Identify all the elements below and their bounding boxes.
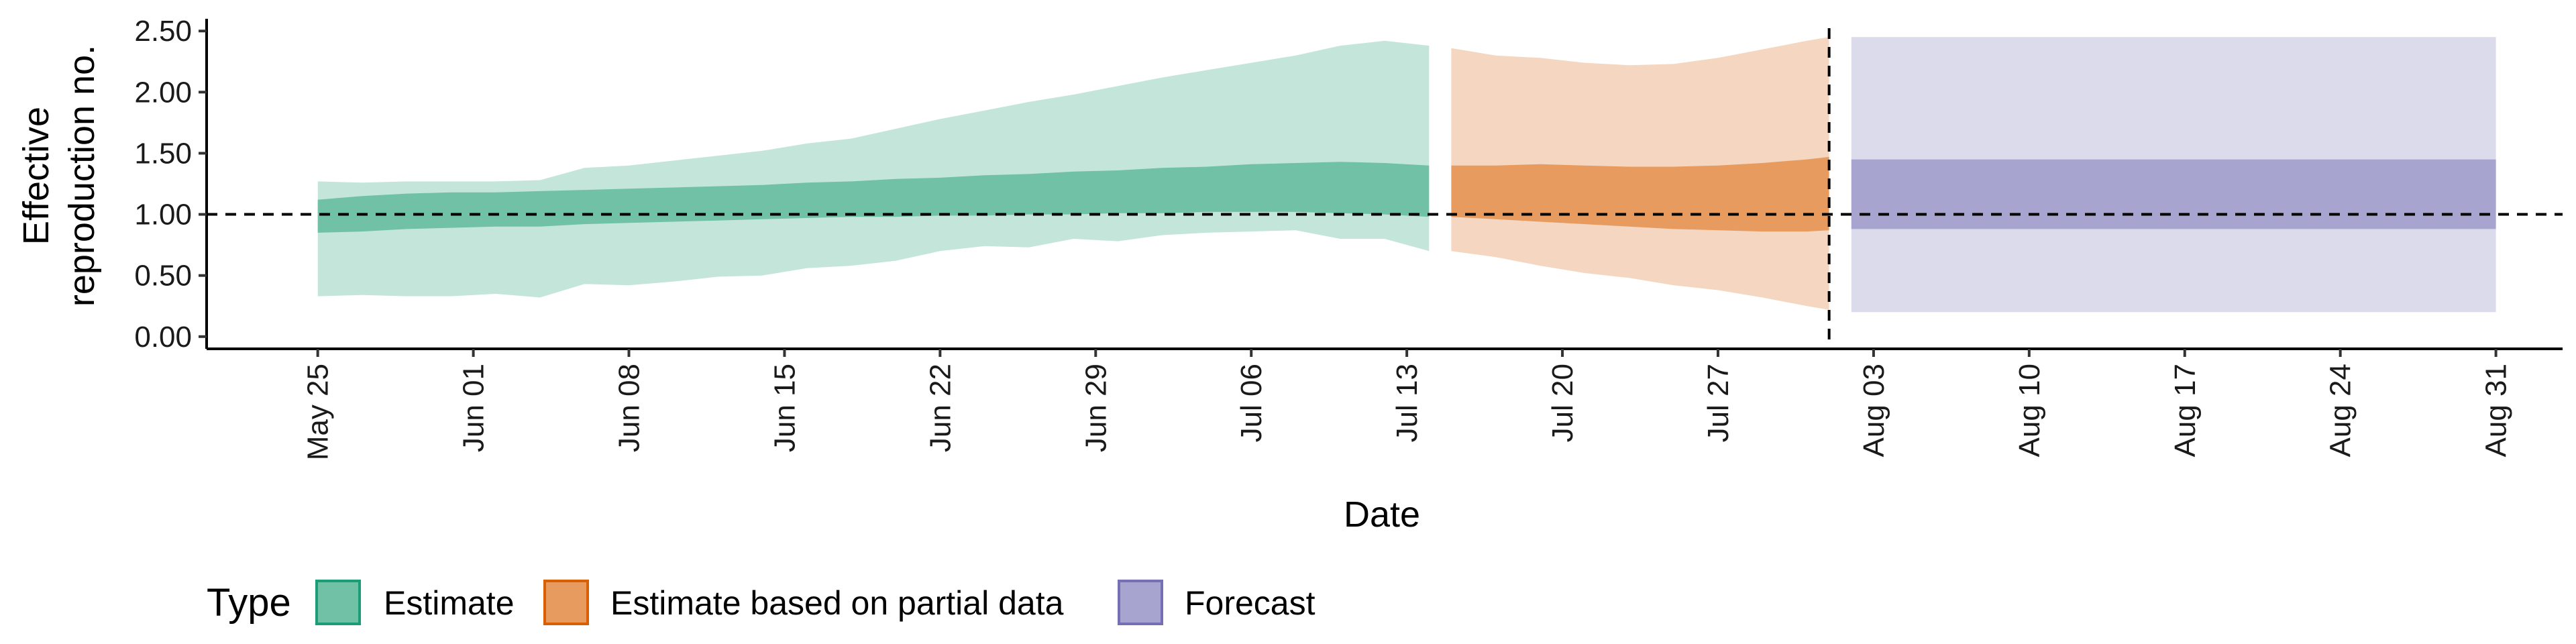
x-tick-label: Aug 03 xyxy=(1858,364,1890,457)
x-axis: May 25 Jun 01 Jun 08 Jun 15 Jun 22 Jun 29 Jul … xyxy=(207,347,2563,460)
legend-key-forecast xyxy=(1118,580,1163,625)
x-tick-label: Jul 20 xyxy=(1546,364,1579,442)
x-tick-label: Jun 01 xyxy=(458,364,490,452)
y-tick-label: 1.00 xyxy=(134,199,192,231)
x-tick-label: Aug 24 xyxy=(2324,364,2357,457)
y-tick-label: 2.00 xyxy=(134,76,192,109)
ribbon-bands xyxy=(317,37,2496,313)
plot-area xyxy=(207,28,2563,349)
x-tick-label: Jul 27 xyxy=(1702,364,1735,442)
band-inner-forecast xyxy=(1851,159,2496,229)
x-tick-label: Jun 15 xyxy=(768,364,801,452)
y-tick-label: 1.50 xyxy=(134,137,192,170)
x-tick-label: Jul 06 xyxy=(1235,364,1268,442)
legend-label-estimate: Estimate xyxy=(384,584,515,622)
x-ticks: May 25 Jun 01 Jun 08 Jun 15 Jun 22 Jun 29 Jul … xyxy=(302,349,2513,460)
y-axis-title-line-1: Effective xyxy=(16,107,56,245)
y-axis: 0.00 0.50 1.00 1.50 2.00 2.50 xyxy=(134,15,208,354)
legend-label-forecast: Forecast xyxy=(1185,584,1316,622)
legend-key-partial xyxy=(543,580,589,625)
x-tick-label: Jun 08 xyxy=(613,364,646,452)
y-axis-title: Effective reproduction no. xyxy=(16,45,102,307)
y-tick-label: 2.50 xyxy=(134,15,192,48)
y-ticks: 0.00 0.50 1.00 1.50 2.00 2.50 xyxy=(134,15,207,354)
y-axis-title-line-2: reproduction no. xyxy=(62,45,102,307)
legend-item-estimate: Estimate xyxy=(315,580,515,625)
legend: Type Estimate Estimate based on partial … xyxy=(207,580,1316,625)
x-axis-title: Date xyxy=(1344,494,1420,535)
x-tick-label: Aug 17 xyxy=(2169,364,2202,457)
x-tick-label: May 25 xyxy=(302,364,335,460)
legend-item-forecast: Forecast xyxy=(1118,580,1316,625)
y-tick-label: 0.00 xyxy=(134,321,192,354)
y-tick-label: 0.50 xyxy=(134,260,192,292)
x-tick-label: Aug 10 xyxy=(2013,364,2046,457)
x-tick-label: Jun 22 xyxy=(924,364,957,452)
legend-title: Type xyxy=(207,581,291,625)
legend-key-estimate xyxy=(315,580,361,625)
legend-item-partial: Estimate based on partial data xyxy=(543,580,1064,625)
x-tick-label: Aug 31 xyxy=(2480,364,2513,457)
band-inner-estimate-based-on-partial-data xyxy=(1451,156,1829,232)
band-inner-estimate xyxy=(317,162,1430,233)
x-tick-label: Jun 29 xyxy=(1079,364,1112,452)
band-outer-estimate xyxy=(317,40,1430,298)
x-tick-label: Jul 13 xyxy=(1391,364,1424,442)
legend-label-partial: Estimate based on partial data xyxy=(610,584,1064,622)
